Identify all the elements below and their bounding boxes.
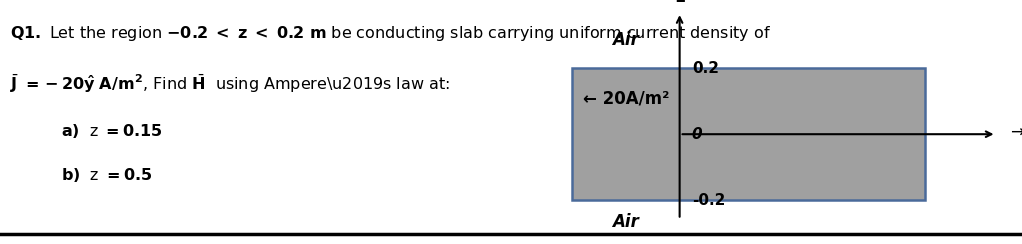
Text: $\bar{\mathbf{J}}$ $\mathbf{= -20\hat{y}}$ $\mathbf{A/m^2}$, Find $\bar{\mathbf{: $\bar{\mathbf{J}}$ $\mathbf{= -20\hat{y}… (10, 73, 450, 95)
Text: ← 20A/m²: ← 20A/m² (583, 90, 669, 108)
Text: $\mathbf{a)}$  z $\mathbf{= 0.15}$: $\mathbf{a)}$ z $\mathbf{= 0.15}$ (61, 122, 164, 140)
Text: Air: Air (612, 31, 640, 49)
Text: -0.2: -0.2 (692, 193, 726, 208)
Text: 0.2: 0.2 (692, 61, 718, 76)
Text: $\mathbf{Q1.}$ Let the region $\mathbf{-0.2}$ $\mathbf{<}$ $\mathbf{z}$ $\mathbf: $\mathbf{Q1.}$ Let the region $\mathbf{-… (10, 24, 772, 43)
Text: $\rightarrow$y: $\rightarrow$y (1007, 125, 1022, 143)
Bar (572, 68, 925, 200)
Text: z: z (675, 0, 685, 6)
Text: $\mathbf{b)}$  z $\mathbf{= 0.5}$: $\mathbf{b)}$ z $\mathbf{= 0.5}$ (61, 166, 152, 184)
Text: 0: 0 (692, 127, 702, 142)
Text: Air: Air (612, 213, 640, 231)
